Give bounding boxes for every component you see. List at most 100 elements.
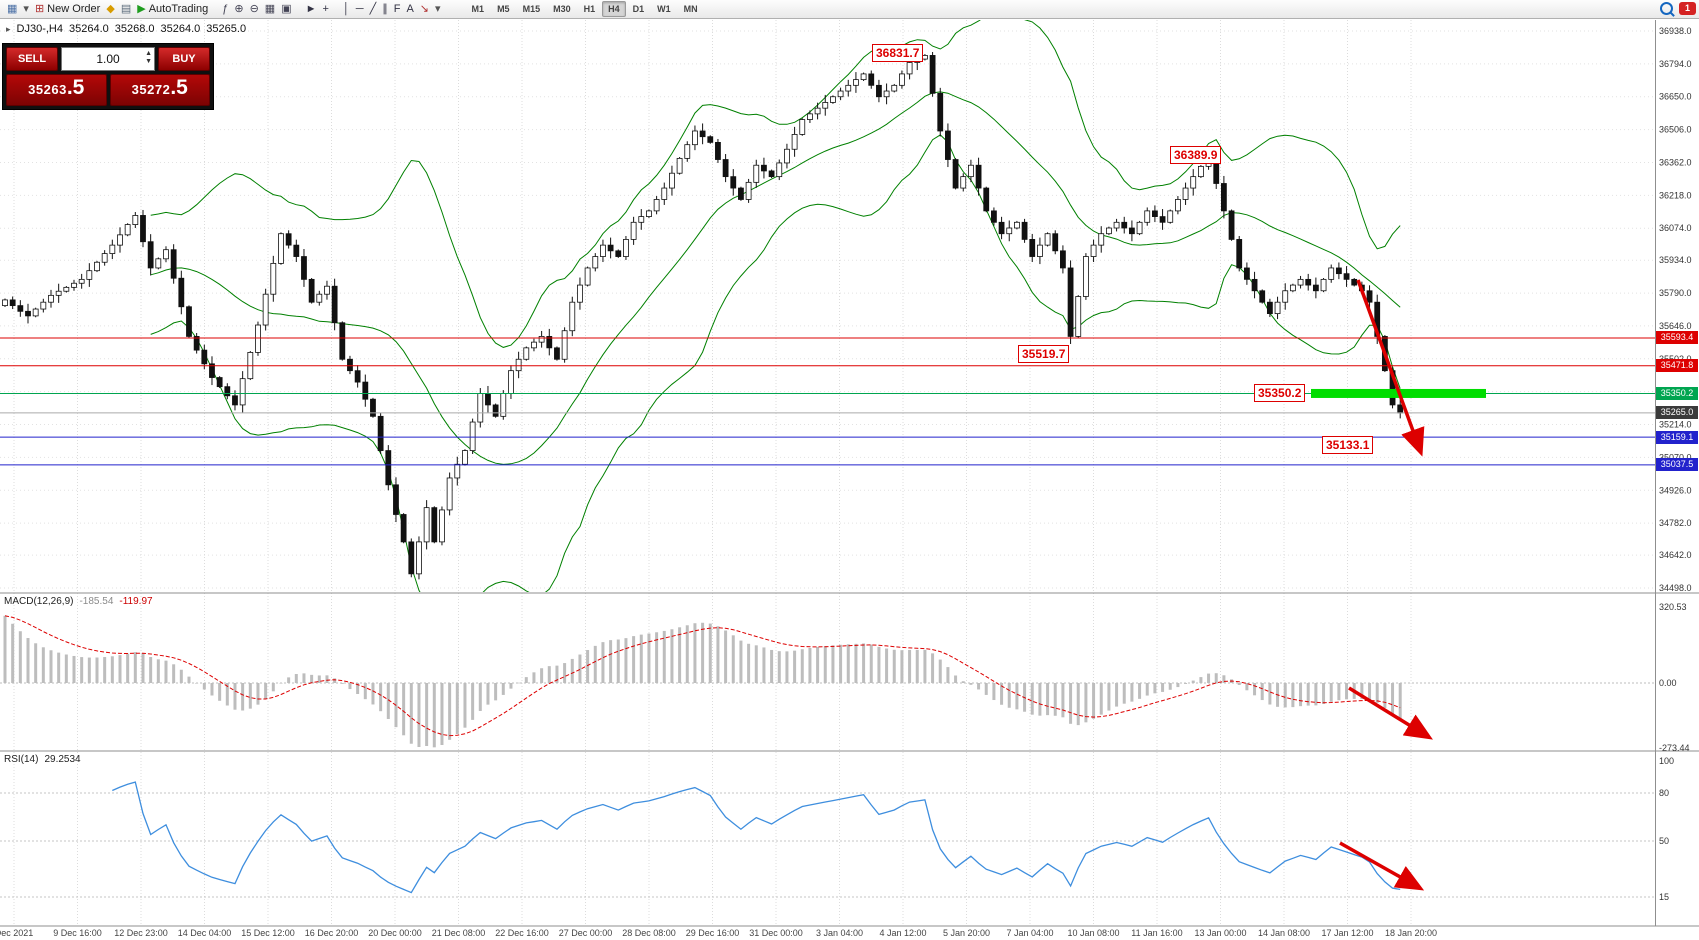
macd-bar xyxy=(118,655,122,683)
timeframe-m5[interactable]: M5 xyxy=(497,4,510,14)
time-tick-label: 28 Dec 08:00 xyxy=(622,928,676,938)
macd-bar xyxy=(379,683,383,712)
macd-bar xyxy=(685,625,689,683)
macd-bar xyxy=(969,683,973,685)
candle xyxy=(477,393,484,423)
main-chart-layer xyxy=(0,20,1655,592)
zoom-in-icon[interactable]: ⊕ xyxy=(231,1,246,18)
notification-badge[interactable]: 1 xyxy=(1679,2,1696,15)
price-annotation[interactable]: 35133.1 xyxy=(1322,436,1374,454)
search-icon[interactable] xyxy=(1660,2,1673,15)
vertical-line-icon[interactable]: │ xyxy=(340,1,353,18)
macd-bar xyxy=(126,653,130,683)
price-annotation[interactable]: 35350.2 xyxy=(1254,384,1306,402)
candle xyxy=(370,398,376,417)
time-tick-label: 16 Dec 20:00 xyxy=(305,928,359,938)
crosshair-icon[interactable]: + xyxy=(319,1,331,18)
time-tick-label: 22 Dec 16:00 xyxy=(495,928,549,938)
timeframe-w1[interactable]: W1 xyxy=(657,4,671,14)
autotrading-button[interactable]: ▶ AutoTrading xyxy=(134,1,211,18)
sell-price-display[interactable]: 35263 .5 xyxy=(6,74,107,106)
rsi-tick-label: 80 xyxy=(1659,788,1669,798)
macd-bar xyxy=(417,683,421,748)
candle xyxy=(1159,216,1166,223)
sell-button[interactable]: SELL xyxy=(6,47,58,71)
autotrading-button-label: AutoTrading xyxy=(148,3,209,15)
buy-button[interactable]: BUY xyxy=(158,47,210,71)
indicators-icon[interactable]: ƒ xyxy=(219,1,231,18)
candle xyxy=(1029,239,1036,257)
trendline-icon[interactable]: ╱ xyxy=(367,1,380,18)
tile-windows-icon[interactable]: ▦ xyxy=(262,1,278,18)
timeframe-d1[interactable]: D1 xyxy=(632,4,645,14)
volume-down-icon[interactable]: ▼ xyxy=(145,58,152,65)
macd-signal-value: -119.97 xyxy=(119,596,153,607)
arrows-tool-icon[interactable]: ↘ xyxy=(417,1,432,18)
timeframe-h1[interactable]: H1 xyxy=(583,4,596,14)
candle xyxy=(186,306,192,337)
macd-bar xyxy=(1138,683,1142,699)
candle xyxy=(891,84,898,92)
timeframe-m30[interactable]: M30 xyxy=(553,4,571,14)
profiles-icon[interactable]: ◆ xyxy=(103,1,117,18)
candle xyxy=(554,347,560,360)
timeframe-mn[interactable]: MN xyxy=(683,4,698,14)
candle xyxy=(676,157,683,174)
fibonacci-icon[interactable]: F xyxy=(391,1,404,18)
price-annotation[interactable]: 35519.7 xyxy=(1018,345,1070,363)
price-tick-label: 35646.0 xyxy=(1659,321,1692,331)
time-tick-label: 5 Jan 20:00 xyxy=(943,928,990,938)
equidistant-channel-icon[interactable]: ∥ xyxy=(379,1,391,18)
time-tick-label: 27 Dec 00:00 xyxy=(559,928,613,938)
macd-bar xyxy=(348,683,352,690)
zoom-out-icon[interactable]: ⊖ xyxy=(247,1,262,18)
price-annotation[interactable]: 36831.7 xyxy=(872,44,924,62)
time-tick-label: 21 Dec 08:00 xyxy=(432,928,486,938)
timeframe-h4[interactable]: H4 xyxy=(602,1,626,17)
candle xyxy=(1220,183,1227,212)
price-tick-label: 36074.0 xyxy=(1659,223,1692,233)
trend-arrow[interactable] xyxy=(1356,279,1425,457)
chart-dropdown-icon[interactable]: ▾ xyxy=(20,1,32,18)
volume-up-icon[interactable]: ▲ xyxy=(145,50,152,57)
macd-bar xyxy=(294,674,298,683)
new-chart-icon[interactable]: ▦ xyxy=(4,1,20,18)
macd-bar xyxy=(187,676,191,683)
candle xyxy=(301,256,307,280)
buy-price-display[interactable]: 35272 .5 xyxy=(109,74,210,106)
macd-bar xyxy=(1368,683,1372,700)
macd-bar xyxy=(1291,683,1295,708)
macd-bar xyxy=(195,683,199,684)
timeframe-m1[interactable]: M1 xyxy=(471,4,485,14)
candle xyxy=(1090,244,1097,257)
macd-bar xyxy=(72,655,76,683)
new-order-button[interactable]: ⊞ New Order xyxy=(32,1,103,18)
price-tick-label: 34926.0 xyxy=(1659,485,1692,495)
candle xyxy=(784,148,790,164)
macd-tick-label: 320.53 xyxy=(1659,602,1687,612)
macd-bar xyxy=(1207,673,1211,683)
cursor-icon[interactable]: ► xyxy=(303,1,320,18)
macd-bar xyxy=(1299,683,1303,707)
volume-input[interactable]: 1.00 ▲ ▼ xyxy=(61,47,155,71)
timeframe-m15[interactable]: M15 xyxy=(522,4,541,14)
volume-stepper[interactable]: ▲ ▼ xyxy=(145,50,152,66)
trend-arrow[interactable] xyxy=(1348,686,1433,740)
scripts-icon[interactable]: ▤ xyxy=(118,1,134,18)
trend-arrow[interactable] xyxy=(1339,841,1425,891)
price-annotation[interactable]: 36389.9 xyxy=(1170,146,1222,164)
candle xyxy=(1144,210,1151,223)
macd-bar xyxy=(839,644,843,683)
macd-bar xyxy=(785,651,789,683)
objects-dropdown-icon[interactable]: ▾ xyxy=(432,1,444,18)
price-tick-label: 36794.0 xyxy=(1659,59,1692,69)
candle xyxy=(462,450,468,465)
new-window-icon[interactable]: ▣ xyxy=(278,1,294,18)
horizontal-line-icon[interactable]: ─ xyxy=(353,1,367,18)
macd-bar xyxy=(854,643,858,683)
rsi-layer xyxy=(112,781,1401,894)
text-tool-icon[interactable]: A xyxy=(403,1,416,18)
macd-indicator-header: MACD(12,26,9) -185.54 -119.97 xyxy=(4,596,153,607)
macd-bar xyxy=(931,653,935,683)
